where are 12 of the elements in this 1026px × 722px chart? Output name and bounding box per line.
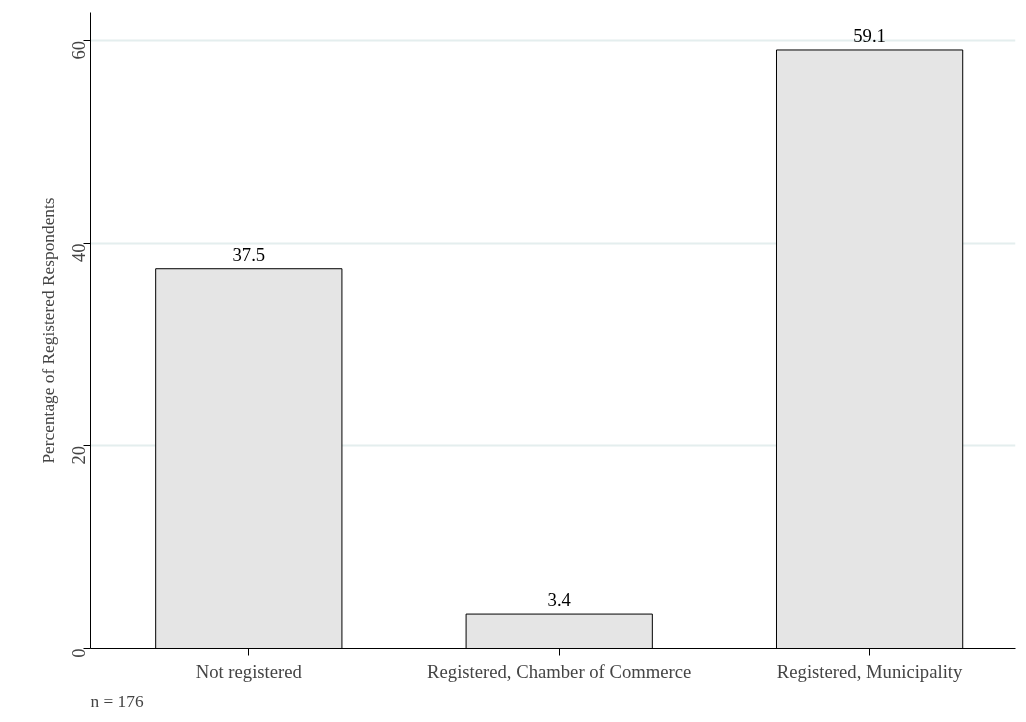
y-tick-label: 0 bbox=[68, 648, 89, 658]
y-tick-label: 40 bbox=[68, 243, 89, 263]
x-tick-label: Not registered bbox=[195, 660, 303, 682]
x-tick-label: Registered, Municipality bbox=[776, 660, 964, 682]
data-label: 59.1 bbox=[853, 24, 886, 46]
data-label: 3.4 bbox=[547, 589, 572, 611]
text: n = 176 bbox=[90, 691, 144, 711]
y-tick-label: 20 bbox=[68, 445, 89, 465]
x-tick-label: Registered, Chamber of Commerce bbox=[427, 660, 692, 682]
data-label: 37.5 bbox=[232, 243, 266, 265]
y-axis-title: Percentage of Registered Respondents bbox=[38, 197, 58, 464]
y-tick-label: 60 bbox=[68, 40, 89, 60]
